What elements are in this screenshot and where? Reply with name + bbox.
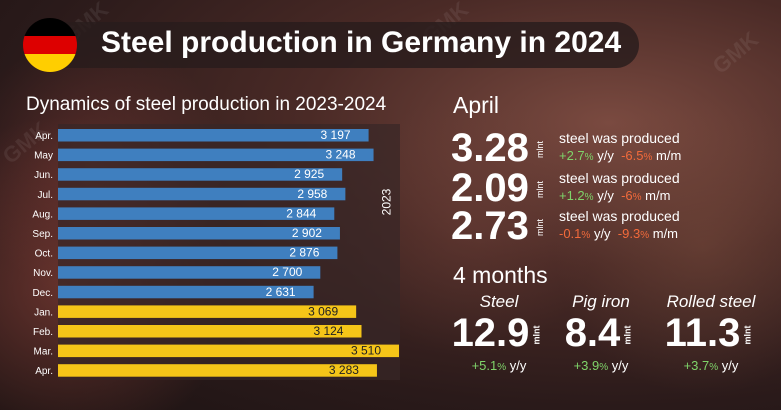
stat-desc: steel was produced <box>559 208 680 224</box>
item-unit: mlnt <box>622 325 633 345</box>
yy-suffix: y/y <box>597 188 614 203</box>
title-pill <box>43 22 639 68</box>
bar-4 <box>58 207 335 220</box>
four-months-steel: Steel 12.9 mlnt +5.1% y/y <box>444 292 554 373</box>
category-label-4: Aug. <box>32 209 53 220</box>
mm-suffix: m/m <box>656 148 682 163</box>
mm-value: -6 <box>621 188 633 203</box>
pct-sign: % <box>632 192 642 203</box>
value-label-5: 2 902 <box>292 226 322 240</box>
stat-desc: steel was produced <box>559 170 680 186</box>
value-label-4: 2 844 <box>286 206 316 220</box>
bar-9 <box>58 305 357 318</box>
bar-3 <box>58 187 346 201</box>
value-label-7: 2 700 <box>272 265 302 279</box>
yy-suffix: y/y <box>593 226 611 241</box>
bar-6 <box>58 246 338 260</box>
mm-value: -6.5 <box>621 148 644 163</box>
item-name: Steel <box>479 292 519 311</box>
value-label-12: 3 283 <box>329 363 359 377</box>
stat-value: 2.09 <box>451 166 529 210</box>
header: Steel production in Germany in 2024 <box>23 18 639 72</box>
stat-value: 3.28 <box>451 126 529 170</box>
bar-7 <box>58 266 321 279</box>
value-label-9: 3 069 <box>308 304 338 318</box>
bar-11 <box>58 344 399 358</box>
bar-10 <box>58 325 362 338</box>
four-months-title: 4 months <box>453 262 548 288</box>
stat-value: 2.73 <box>451 204 529 248</box>
germany-flag-icon <box>23 18 77 72</box>
category-label-8: Dec. <box>32 288 53 299</box>
pct-sign: % <box>643 152 653 163</box>
bar-8 <box>58 285 314 299</box>
value-label-0: 3 197 <box>321 128 351 142</box>
category-label-12: Apr. <box>35 366 53 377</box>
stat-unit: mlnt <box>535 140 545 158</box>
stat-change: -0.1% y/y -9.3% m/m <box>559 226 678 241</box>
chart-title: Dynamics of steel production in 2023-202… <box>26 94 387 115</box>
pct-sign: % <box>584 152 594 163</box>
yy-value: +1.2 <box>559 188 585 203</box>
stat-desc: steel was produced <box>559 130 680 146</box>
april-title: April <box>453 92 500 118</box>
value-label-11: 3 510 <box>351 344 381 358</box>
pct-sign: % <box>581 230 591 241</box>
yy-value: -0.1 <box>559 226 582 241</box>
yy-suffix: y/y <box>597 148 614 163</box>
category-label-9: Jan. <box>34 307 53 318</box>
category-label-6: Oct. <box>35 249 53 260</box>
item-change: +3.7% y/y <box>683 358 739 374</box>
stat-unit: mlnt <box>535 218 545 236</box>
page-title: Steel production in Germany in 2024 <box>101 26 622 59</box>
item-change: +5.1% y/y <box>471 358 527 374</box>
stat-change: +1.2% y/y -6% m/m <box>559 188 670 203</box>
item-value: 12.9 mlnt <box>444 312 554 356</box>
four-months-rolled-steel: Rolled steel 11.3 mlnt +3.7% y/y <box>656 292 766 373</box>
bar-0 <box>58 129 369 142</box>
item-name: Rolled steel <box>666 292 756 311</box>
category-label-1: May <box>34 151 53 162</box>
value-label-10: 3 124 <box>313 324 343 338</box>
value-label-8: 2 631 <box>266 285 296 299</box>
bar-5 <box>58 227 340 240</box>
category-label-10: Feb. <box>33 327 53 338</box>
value-label-6: 2 876 <box>289 246 319 260</box>
bar-2 <box>58 168 343 181</box>
item-change: +3.9% y/y <box>573 358 629 374</box>
value-label-2: 2 925 <box>294 167 324 181</box>
mm-suffix: m/m <box>652 226 679 241</box>
mm-suffix: m/m <box>645 188 671 203</box>
pct-sign: % <box>640 230 650 241</box>
category-label-11: Mar. <box>34 347 53 358</box>
category-label-5: Sep. <box>32 229 53 240</box>
four-months-pig-iron: Pig iron 8.4 mlnt +3.9% y/y <box>546 292 656 373</box>
stat-unit: mlnt <box>535 180 545 198</box>
value-label-1: 3 248 <box>326 148 356 162</box>
category-label-7: Nov. <box>33 268 53 279</box>
item-value: 11.3 mlnt <box>656 312 766 356</box>
category-label-0: Apr. <box>35 131 53 142</box>
item-unit: mlnt <box>742 325 753 345</box>
bar-1 <box>58 148 374 162</box>
item-value: 8.4 mlnt <box>546 312 656 356</box>
yy-value: +2.7 <box>559 148 585 163</box>
category-label-3: Jul. <box>37 190 53 201</box>
item-name: Pig iron <box>572 292 630 311</box>
bar-12 <box>58 364 377 377</box>
mm-value: -9.3 <box>617 226 641 241</box>
pct-sign: % <box>584 192 594 203</box>
value-label-3: 2 958 <box>297 187 327 201</box>
category-label-2: Jun. <box>34 170 53 181</box>
stat-change: +2.7% y/y -6.5% m/m <box>559 148 681 163</box>
